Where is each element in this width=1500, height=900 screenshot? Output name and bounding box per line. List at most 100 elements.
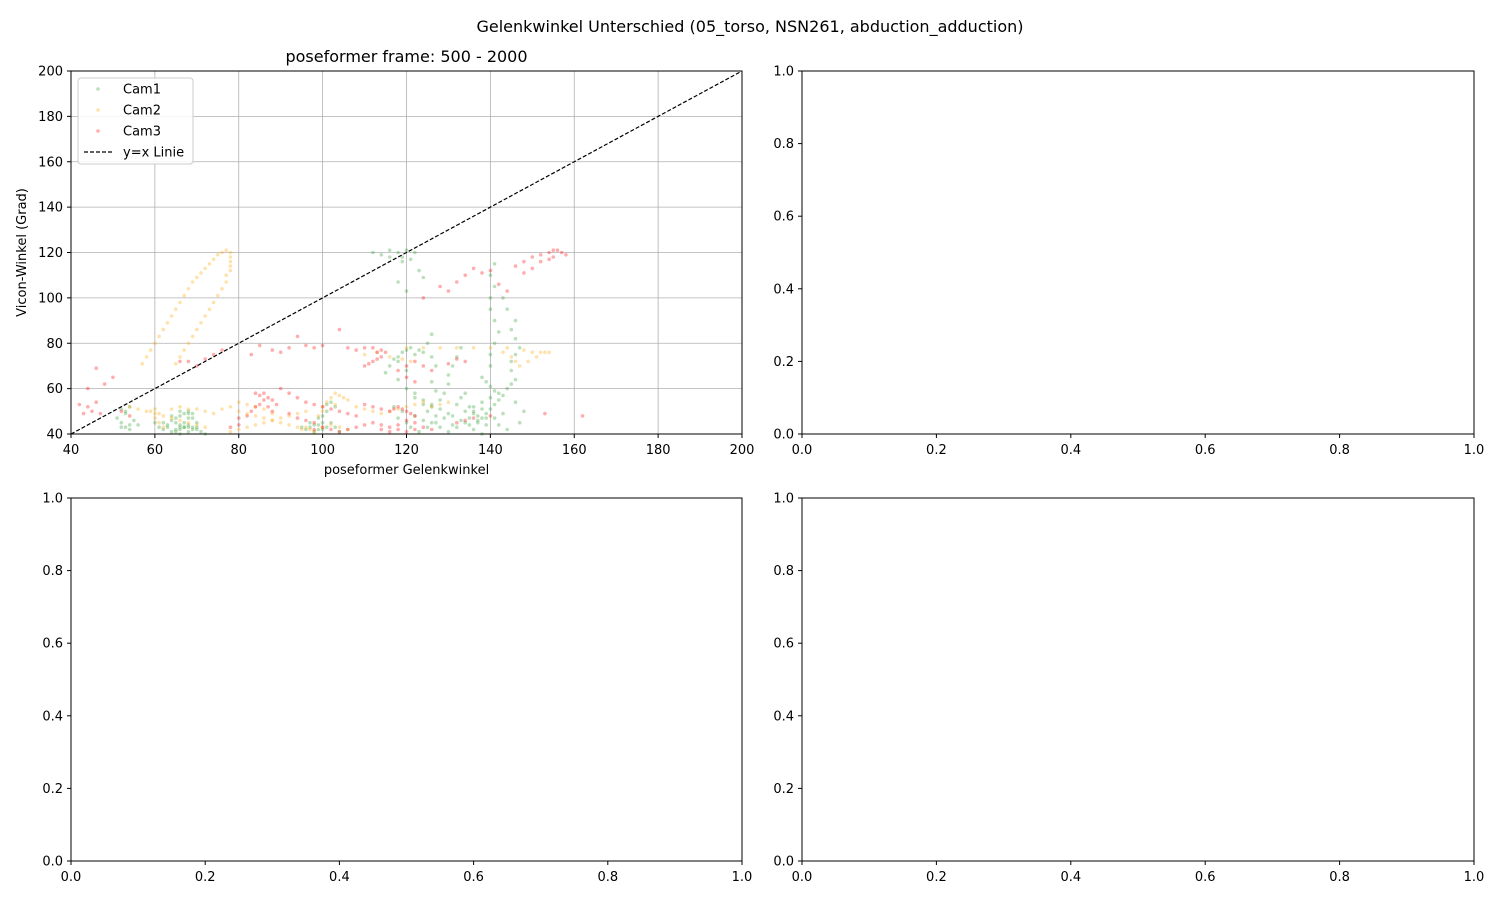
y-axis-label: Vicon-Winkel (Grad): [15, 188, 30, 317]
scatter-point-cam3: [98, 411, 103, 416]
scatter-point-cam2: [224, 248, 228, 252]
scatter-point-cam1: [421, 418, 426, 423]
scatter-point-cam2: [320, 425, 325, 430]
scatter-point-cam3: [220, 348, 224, 352]
scatter-point-cam2: [509, 355, 514, 359]
scatter-point-cam3: [94, 400, 98, 405]
x-tick-label: 1.0: [1464, 443, 1485, 458]
scatter-point-cam1: [425, 341, 430, 346]
scatter-point-cam2: [203, 425, 207, 430]
scatter-point-cam2: [153, 416, 157, 420]
scatter-point-cam2: [438, 346, 442, 350]
scatter-point-cam3: [211, 352, 216, 357]
scatter-point-cam2: [245, 411, 249, 416]
scatter-point-cam2: [354, 405, 359, 409]
legend-label-cam1: Cam1: [123, 83, 161, 98]
scatter-point-cam2: [190, 280, 195, 284]
scatter-point-cam3: [228, 425, 233, 430]
scatter-point-cam1: [501, 393, 505, 398]
scatter-point-cam2: [337, 393, 342, 398]
scatter-point-cam3: [270, 348, 275, 352]
scatter-point-cam2: [216, 253, 220, 257]
y-tick-label: 0.4: [773, 282, 794, 297]
scatter-point-cam1: [316, 416, 321, 420]
scatter-point-cam1: [333, 405, 338, 409]
scatter-point-cam1: [488, 296, 493, 300]
x-tick-label: 0.8: [1329, 870, 1350, 885]
scatter-point-cam3: [203, 357, 207, 361]
scatter-point-cam2: [299, 427, 304, 432]
scatter-point-cam2: [140, 361, 145, 366]
scatter-point-cam1: [161, 427, 166, 432]
legend-box: [77, 77, 194, 165]
scatter-point-cam3: [446, 361, 451, 366]
scatter-point-cam1: [421, 275, 426, 280]
scatter-point-cam2: [295, 425, 300, 430]
scatter-point-cam3: [455, 420, 459, 425]
scatter-point-cam1: [501, 411, 505, 416]
scatter-point-cam3: [320, 343, 325, 348]
scatter-point-cam3: [379, 407, 384, 411]
scatter-point-cam3: [257, 402, 262, 407]
scatter-point-cam2: [174, 307, 178, 312]
scatter-point-cam1: [161, 420, 166, 425]
scatter-point-cam3: [295, 334, 300, 339]
scatter-point-cam3: [371, 359, 375, 364]
scatter-point-cam1: [488, 273, 493, 278]
scatter-point-cam2: [538, 350, 543, 355]
scatter-point-cam1: [517, 346, 522, 350]
scatter-point-cam1: [165, 425, 170, 430]
scatter-point-cam1: [417, 268, 421, 273]
series-cam1: [115, 248, 526, 436]
scatter-point-cam3: [186, 359, 191, 364]
scatter-point-cam2: [333, 402, 338, 407]
scatter-point-cam2: [312, 429, 317, 434]
scatter-point-cam3: [295, 416, 300, 420]
y-tick-label: 40: [46, 428, 63, 443]
scatter-point-cam3: [429, 368, 434, 373]
x-tick-label: 120: [394, 443, 419, 458]
scatter-point-cam3: [304, 418, 308, 423]
scatter-point-cam2: [446, 400, 451, 405]
scatter-point-cam1: [186, 425, 191, 430]
scatter-point-cam2: [148, 348, 153, 352]
scatter-point-cam1: [400, 255, 405, 259]
scatter-point-cam2: [157, 420, 161, 425]
scatter-point-cam2: [341, 395, 346, 400]
scatter-point-cam1: [413, 395, 417, 400]
scatter-point-cam1: [522, 409, 526, 414]
scatter-point-cam3: [480, 271, 484, 275]
scatter-point-cam3: [257, 393, 262, 398]
scatter-point-cam1: [169, 418, 174, 423]
scatter-point-cam3: [413, 380, 417, 384]
scatter-point-cam3: [304, 343, 308, 348]
scatter-point-cam1: [509, 382, 514, 386]
scatter-point-cam1: [308, 425, 312, 430]
scatter-point-cam1: [178, 425, 182, 430]
scatter-point-cam3: [463, 273, 468, 278]
scatter-point-cam3: [266, 405, 270, 409]
scatter-point-cam3: [530, 255, 535, 259]
scatter-point-cam2: [220, 407, 224, 411]
scatter-point-cam3: [249, 409, 254, 414]
scatter-point-cam1: [174, 427, 178, 432]
scatter-point-cam1: [497, 330, 501, 334]
scatter-point-cam1: [434, 364, 438, 368]
scatter-point-cam3: [77, 402, 82, 407]
scatter-point-cam3: [262, 391, 266, 396]
plot-frame: [801, 70, 1475, 435]
scatter-point-cam1: [190, 425, 195, 430]
scatter-point-cam1: [396, 416, 400, 420]
scatter-point-cam3: [538, 253, 543, 257]
scatter-point-cam1: [492, 341, 497, 346]
scatter-point-cam2: [400, 357, 405, 361]
scatter-point-cam2: [501, 350, 505, 355]
scatter-point-cam2: [278, 420, 283, 425]
scatter-point-cam1: [442, 416, 447, 420]
scatter-point-cam3: [329, 407, 333, 411]
legend-label-cam2: Cam2: [123, 104, 161, 119]
scatter-point-cam1: [459, 395, 463, 400]
scatter-point-cam3: [455, 357, 459, 361]
scatter-point-cam1: [421, 350, 426, 355]
